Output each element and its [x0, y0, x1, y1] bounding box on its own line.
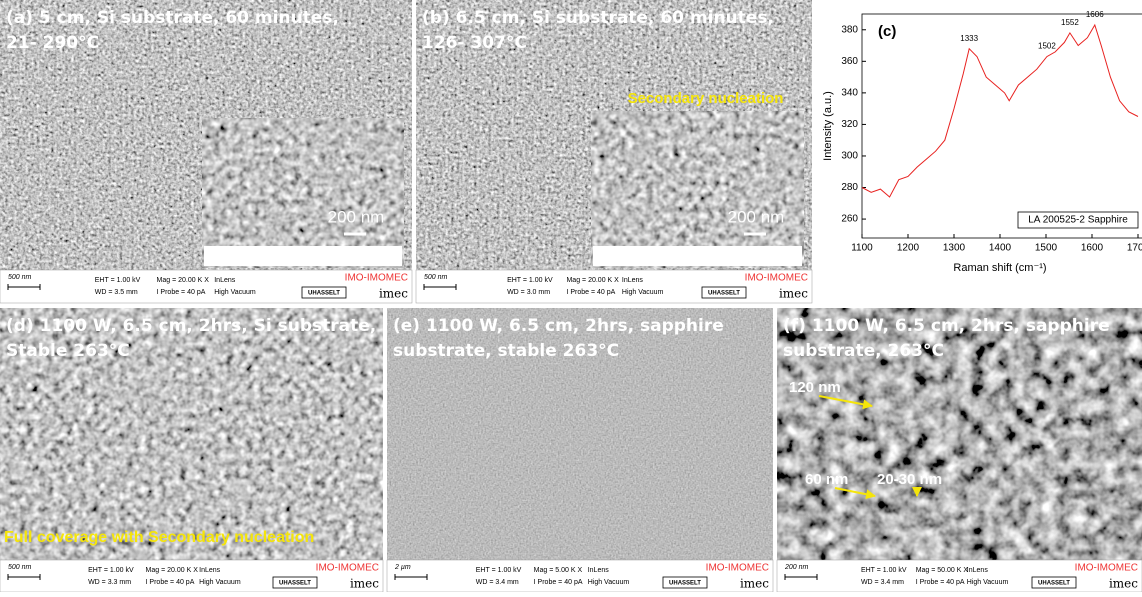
- scale-label: 2 µm: [394, 564, 411, 571]
- panel-note: Full coverage with Secondary nucleation: [4, 529, 314, 546]
- x-axis-label: Raman shift (cm⁻¹): [953, 262, 1046, 274]
- logo-imec: imec: [740, 577, 769, 591]
- sem-parameter: High Vacuum: [214, 289, 256, 296]
- logo-uhasselt: UHASSELT: [279, 581, 311, 587]
- x-tick-label: 1700: [1127, 243, 1142, 254]
- logo-imomec: IMO-IMOMEC: [345, 273, 408, 284]
- logo-uhasselt: UHASSELT: [669, 581, 701, 587]
- sem-parameter: EHT = 1.00 kV: [88, 567, 134, 574]
- logo-imec: imec: [779, 287, 808, 301]
- sem-parameter: High Vacuum: [967, 579, 1009, 586]
- sem-parameter: InLens: [967, 567, 989, 574]
- sem-parameter: InLens: [588, 567, 610, 574]
- panel-caption: (b) 6.5 cm, Si substrate, 60 minutes,: [422, 8, 774, 28]
- size-marker: 120 nm: [789, 379, 841, 396]
- panel-caption: substrate, stable 263°C: [393, 341, 619, 361]
- sem-parameter: I Probe = 40 pA: [566, 289, 615, 296]
- y-tick-label: 300: [841, 151, 858, 162]
- sem-parameter: I Probe = 40 pA: [157, 289, 206, 296]
- raman-chart: 260 280 300 320 340 360 380 1100 1200 1300 1400 150…: [822, 10, 1142, 274]
- scale-label: 500 nm: [8, 564, 32, 571]
- inset-scale-label: 200 nm: [328, 207, 385, 226]
- y-tick-label: 260: [841, 214, 858, 225]
- y-axis-label: Intensity (a.u.): [822, 91, 834, 161]
- y-tick-label: 360: [841, 56, 858, 67]
- sem-parameter: EHT = 1.00 kV: [861, 567, 907, 574]
- panel-caption: Stable 263°C: [6, 341, 130, 361]
- sem-parameter: High Vacuum: [199, 579, 241, 586]
- x-tick-label: 1100: [851, 243, 873, 254]
- scale-label: 200 nm: [784, 564, 809, 571]
- sem-parameter: High Vacuum: [588, 579, 630, 586]
- inset-image: [202, 118, 404, 268]
- inset-info-bar: [593, 246, 802, 266]
- x-tick-label: 1200: [897, 243, 920, 254]
- panel-label: (c): [878, 23, 896, 40]
- panel-caption: 126- 307°C: [422, 33, 527, 53]
- logo-imomec: IMO-IMOMEC: [745, 273, 808, 284]
- sem-parameter: Mag = 5.00 K X: [534, 567, 583, 574]
- panel-caption: (f) 1100 W, 6.5 cm, 2hrs, sapphire: [783, 316, 1110, 336]
- x-tick-label: 1400: [989, 243, 1012, 254]
- sem-parameter: I Probe = 40 pA: [146, 579, 195, 586]
- sem-parameter: Mag = 20.00 K X: [157, 277, 210, 284]
- y-tick-label: 320: [841, 119, 858, 130]
- size-marker: 60 nm: [805, 471, 848, 488]
- logo-uhasselt: UHASSELT: [708, 291, 740, 297]
- panel-caption: substrate, 263°C: [783, 341, 944, 361]
- size-marker: 20-30 nm: [877, 471, 942, 488]
- sem-parameter: InLens: [199, 567, 221, 574]
- logo-uhasselt: UHASSELT: [308, 291, 340, 297]
- y-tick-label: 280: [841, 182, 858, 193]
- x-tick-label: 1300: [943, 243, 966, 254]
- y-tick-label: 380: [841, 24, 858, 35]
- logo-imomec: IMO-IMOMEC: [316, 563, 379, 574]
- sem-parameter: EHT = 1.00 kV: [476, 567, 522, 574]
- sem-parameter: Mag = 20.00 K X: [566, 277, 619, 284]
- sem-parameter: WD = 3.3 mm: [88, 579, 131, 586]
- peak-label: 1552: [1061, 18, 1079, 27]
- logo-imec: imec: [379, 287, 408, 301]
- scale-label: 500 nm: [8, 274, 32, 281]
- figure: (a) 5 cm, Si substrate, 60 minutes, 21- 2…: [0, 0, 1142, 592]
- plot-frame: [862, 14, 1142, 238]
- x-tick-label: 1600: [1081, 243, 1104, 254]
- panel-caption: (a) 5 cm, Si substrate, 60 minutes,: [6, 8, 339, 28]
- logo-imec: imec: [350, 577, 379, 591]
- sem-parameter: WD = 3.4 mm: [476, 579, 519, 586]
- peak-label: 1502: [1038, 42, 1056, 51]
- sem-parameter: I Probe = 40 pA: [916, 579, 965, 586]
- sem-parameter: EHT = 1.00 kV: [95, 277, 141, 284]
- sem-parameter: WD = 3.5 mm: [95, 289, 138, 296]
- inset-title: Secondary nucleation: [628, 90, 784, 107]
- peak-label: 1333: [960, 34, 978, 43]
- sem-parameter: EHT = 1.00 kV: [507, 277, 553, 284]
- sem-parameter: Mag = 20.00 K X: [146, 567, 199, 574]
- inset-image: [591, 111, 804, 268]
- page: (a) 5 cm, Si substrate, 60 minutes, 21- 2…: [0, 0, 1142, 592]
- legend-entry: LA 200525-2 Sapphire: [1028, 215, 1128, 226]
- spectrum-line: [862, 25, 1138, 197]
- logo-imomec: IMO-IMOMEC: [706, 563, 769, 574]
- sem-parameter: High Vacuum: [622, 289, 664, 296]
- x-tick-label: 1500: [1035, 243, 1058, 254]
- inset-info-bar: [204, 246, 402, 266]
- inset-scale-label: 200 nm: [728, 207, 785, 226]
- panel-caption: (e) 1100 W, 6.5 cm, 2hrs, sapphire: [393, 316, 724, 336]
- logo-uhasselt: UHASSELT: [1038, 581, 1070, 587]
- peak-label: 1606: [1086, 10, 1104, 19]
- logo-imec: imec: [1109, 577, 1138, 591]
- sem-parameter: InLens: [622, 277, 644, 284]
- y-tick-label: 340: [841, 88, 858, 99]
- sem-parameter: InLens: [214, 277, 236, 284]
- sem-parameter: WD = 3.4 mm: [861, 579, 904, 586]
- panel-caption: 21- 290°C: [6, 33, 99, 53]
- sem-parameter: WD = 3.0 mm: [507, 289, 550, 296]
- panel-caption: (d) 1100 W, 6.5 cm, 2hrs, Si substrate,: [6, 316, 376, 336]
- sem-parameter: I Probe = 40 pA: [534, 579, 583, 586]
- logo-imomec: IMO-IMOMEC: [1075, 563, 1138, 574]
- sem-parameter: Mag = 50.00 K X: [916, 567, 969, 574]
- scale-label: 500 nm: [424, 274, 448, 281]
